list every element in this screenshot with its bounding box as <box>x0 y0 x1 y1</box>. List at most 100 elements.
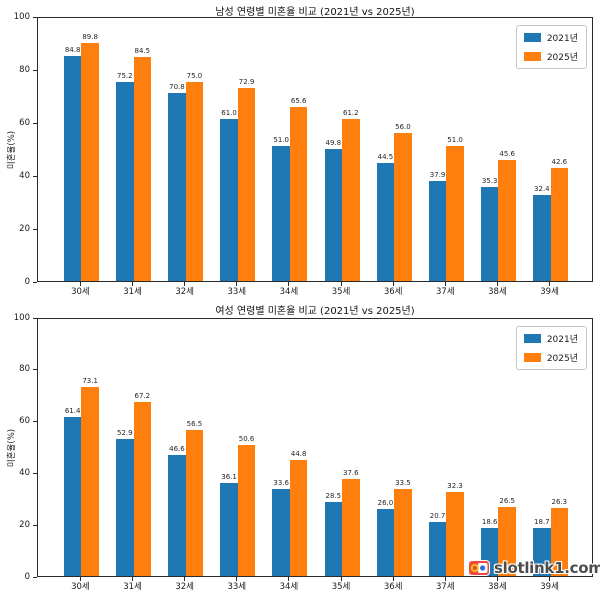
bar-value-label: 33.6 <box>273 478 289 487</box>
x-tick-mark <box>79 577 81 581</box>
bar-value-label: 50.6 <box>238 434 255 443</box>
legend-item: 2021년 <box>523 332 578 345</box>
bar-2021년-37세 <box>428 522 447 576</box>
bar-value-label: 72.9 <box>238 77 255 86</box>
x-tick-label: 37세 <box>436 582 455 592</box>
x-tick-mark <box>288 282 290 286</box>
y-tick-mark <box>33 524 37 526</box>
watermark-logo-icon <box>468 560 490 576</box>
y-tick-mark <box>33 421 37 423</box>
bar-2021년-30세 <box>63 416 82 576</box>
legend-swatch <box>523 52 541 61</box>
x-tick-mark <box>392 282 394 286</box>
bar-2025년-39세 <box>550 507 569 576</box>
x-tick-label: 35세 <box>331 582 351 592</box>
x-tick-label: 38세 <box>488 287 507 297</box>
bar-2025년-38세 <box>498 507 516 576</box>
watermark: slotlink1.com <box>468 559 600 577</box>
x-tick-label: 31세 <box>123 287 142 297</box>
bar-2021년-34세 <box>272 488 290 576</box>
bar-2021년-32세 <box>168 93 186 281</box>
bar-value-label: 61.0 <box>221 109 237 118</box>
x-tick-mark <box>184 282 186 286</box>
bar-2025년-32세 <box>185 429 204 576</box>
plot-area: 61.4 52.9 46.6 36.1 33.6 28.5 26.0 20.7 18.6 18.7… <box>37 318 593 577</box>
watermark-text: slotlink1.com <box>494 559 600 577</box>
bar-2025년-39세 <box>550 168 569 281</box>
legend-label: 2021년 <box>546 335 578 345</box>
bar-value-label: 32.4 <box>534 185 550 194</box>
y-tick-mark <box>33 228 37 230</box>
bar-value-label: 26.5 <box>499 497 515 506</box>
x-tick-label: 34세 <box>279 287 299 297</box>
y-tick-mark <box>33 16 37 18</box>
bar-2025년-36세 <box>394 489 412 576</box>
bar-2021년-35세 <box>324 502 343 576</box>
x-tick-label: 34세 <box>279 582 299 592</box>
x-tick-mark <box>340 577 342 581</box>
bar-value-label: 18.6 <box>481 517 498 526</box>
bar-2021년-33세 <box>220 119 238 281</box>
legend-item: 2025년 <box>523 351 578 364</box>
y-tick-label: 40 <box>19 170 30 181</box>
y-tick-label: 40 <box>19 467 30 478</box>
y-tick-label: 80 <box>19 64 30 75</box>
legend: 2021년 2025년 <box>515 326 587 370</box>
bar-value-label: 37.9 <box>429 170 446 179</box>
bar-value-label: 84.5 <box>134 47 151 56</box>
bar-value-label: 35.3 <box>481 177 498 186</box>
x-tick-label: 32세 <box>175 582 194 592</box>
bar-value-label: 44.8 <box>290 449 307 458</box>
x-tick-mark <box>79 282 81 286</box>
x-tick-label: 33세 <box>227 287 247 297</box>
bar-2021년-33세 <box>220 482 238 576</box>
bar-2025년-30세 <box>81 43 99 281</box>
x-tick-label: 31세 <box>123 582 142 592</box>
chart-title: 남성 연령별 미혼율 비교 (2021년 vs 2025년) <box>215 7 415 18</box>
x-tick-label: 35세 <box>331 287 351 297</box>
bar-2021년-31세 <box>116 439 134 576</box>
y-tick-mark <box>33 472 37 474</box>
y-tick-mark <box>33 122 37 124</box>
bar-2021년-34세 <box>272 145 290 281</box>
x-tick-mark <box>236 577 238 581</box>
y-axis-label: 미혼율(%) <box>7 428 17 467</box>
x-tick-label: 39세 <box>540 582 559 592</box>
x-tick-mark <box>288 577 290 581</box>
bar-value-label: 56.0 <box>395 122 411 131</box>
x-tick-label: 36세 <box>383 287 403 297</box>
bar-value-label: 73.1 <box>82 376 98 385</box>
bar-value-label: 89.8 <box>82 33 98 42</box>
bar-2025년-35세 <box>342 118 360 281</box>
x-tick-mark <box>496 282 498 286</box>
bar-value-label: 28.5 <box>325 492 342 501</box>
bar-value-label: 70.8 <box>169 83 185 92</box>
bar-2025년-37세 <box>446 492 464 576</box>
bar-2021년-35세 <box>324 149 343 281</box>
legend-swatch <box>523 33 541 42</box>
bar-value-label: 56.5 <box>186 419 203 428</box>
x-tick-label: 39세 <box>540 287 559 297</box>
bar-value-label: 18.7 <box>534 517 550 526</box>
bar-value-label: 45.6 <box>499 150 515 159</box>
x-tick-mark <box>392 577 394 581</box>
y-tick-label: 0 <box>24 571 30 582</box>
bar-value-label: 36.1 <box>221 472 237 481</box>
x-tick-mark <box>549 282 551 286</box>
x-tick-label: 36세 <box>383 582 403 592</box>
y-tick-label: 100 <box>13 312 30 323</box>
bar-value-label: 75.2 <box>116 71 133 80</box>
y-tick-label: 60 <box>19 416 30 427</box>
chart-title: 여성 연령별 미혼율 비교 (2021년 vs 2025년) <box>215 306 415 317</box>
y-tick-label: 20 <box>19 223 30 234</box>
x-tick-label: 30세 <box>71 582 90 592</box>
bar-2021년-39세 <box>533 527 551 576</box>
y-tick-label: 60 <box>19 117 30 128</box>
y-tick-label: 20 <box>19 519 30 530</box>
legend-swatch <box>523 353 541 362</box>
legend-item: 2021년 <box>523 31 578 44</box>
bar-2025년-34세 <box>289 107 308 281</box>
bar-2025년-36세 <box>394 132 412 281</box>
x-tick-mark <box>132 282 134 286</box>
